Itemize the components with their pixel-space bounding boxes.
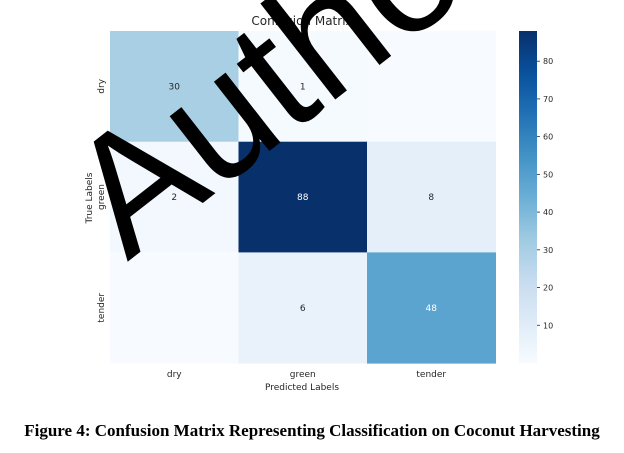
heatmap-cell: [367, 31, 496, 143]
x-tick-label: green: [290, 370, 316, 380]
confusion-matrix-chart: Confusion Matrix 30 12 88 86 48 dry green tend…: [85, 14, 553, 393]
figure-caption: Figure 4: Confusion Matrix Representing …: [24, 421, 600, 440]
x-tick-label: tender: [416, 370, 446, 380]
cell-value-label: 48: [426, 304, 438, 314]
cell-value-label: 30: [169, 82, 181, 92]
cell-value-label: 8: [428, 193, 434, 203]
colorbar-ticks: 10 20 30 40 50 60 70 80: [537, 57, 553, 330]
y-tick-label: tender: [97, 293, 107, 323]
heatmap-cell: [238, 31, 368, 143]
heatmap-cell: [367, 141, 496, 253]
colorbar-tick-label: 20: [543, 284, 553, 293]
x-tick-label: dry: [167, 370, 182, 380]
chart-title: Confusion Matrix: [251, 14, 352, 28]
y-tick-labels: dry green tender: [97, 78, 107, 322]
heatmap-cells: [110, 31, 496, 364]
colorbar: [519, 31, 537, 363]
heatmap-cell: [110, 252, 239, 364]
heatmap-cell: [110, 141, 239, 253]
heatmap-cell: [238, 252, 368, 364]
y-axis-label: True Labels: [85, 172, 95, 224]
colorbar-tick-label: 50: [543, 170, 553, 179]
colorbar-tick-label: 70: [543, 95, 553, 104]
cell-value-label: 6: [300, 304, 306, 314]
y-tick-label: dry: [97, 78, 107, 93]
heatmap-cell: [238, 141, 368, 253]
heatmap-cell-labels: 30 12 88 86 48: [169, 82, 438, 313]
heatmap-cell: [367, 252, 496, 364]
cell-value-label: 1: [300, 82, 306, 92]
colorbar-tick-label: 40: [543, 208, 553, 217]
colorbar-tick-label: 10: [543, 321, 553, 330]
x-axis-label: Predicted Labels: [265, 383, 339, 393]
colorbar-tick-label: 60: [543, 133, 553, 142]
heatmap-cell: [110, 31, 239, 143]
x-tick-labels: dry green tender: [167, 370, 447, 380]
cell-value-label: 88: [297, 193, 309, 203]
colorbar-tick-label: 80: [543, 57, 553, 66]
cell-value-label: 2: [171, 193, 177, 203]
colorbar-tick-label: 30: [543, 246, 553, 255]
y-tick-label: green: [97, 184, 107, 210]
